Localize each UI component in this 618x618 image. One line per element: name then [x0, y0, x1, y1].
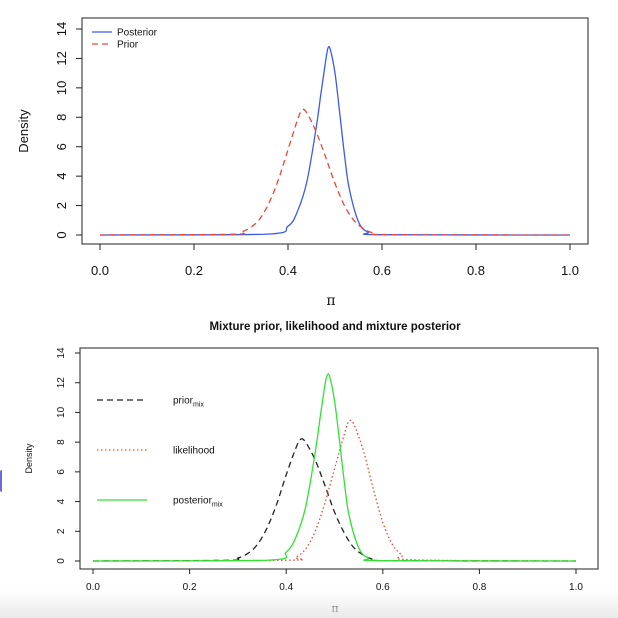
y-tick-label: 8 — [56, 439, 67, 445]
y-tick-label: 2 — [54, 202, 69, 209]
y-tick-label: 0 — [56, 558, 67, 564]
series-line-2 — [92, 419, 577, 562]
x-axis-label: π — [331, 602, 338, 615]
x-tick-label: 0.4 — [279, 263, 297, 278]
legend-label: posteriormix — [173, 496, 223, 509]
x-tick-label: 0.8 — [467, 263, 485, 278]
chart-2: Mixture prior, likelihood and mixture po… — [24, 321, 599, 615]
y-tick-label: 0 — [54, 231, 69, 238]
chart-1: 0.0 0.2 0.4 0.6 0.8 1.0 0 2 4 6 8 10 12 14 π Density Pos… — [16, 17, 589, 309]
y-axis-label: Density — [24, 443, 34, 474]
y-tick-label: 12 — [54, 51, 69, 65]
x-tick-label: 0.8 — [472, 582, 486, 593]
y-tick-label: 14 — [54, 22, 69, 36]
y-tick-label: 14 — [56, 347, 67, 359]
y-tick-label: 10 — [54, 81, 69, 95]
x-tick-label: 0.0 — [91, 263, 109, 278]
series-line-1 — [99, 45, 571, 236]
series-line-3 — [92, 373, 577, 562]
plot-frame — [81, 17, 589, 245]
x-tick-label: 1.0 — [561, 263, 579, 278]
y-tick-label: 4 — [56, 498, 67, 504]
x-tick-label: 0.0 — [86, 582, 100, 593]
x-tick-label: 0.4 — [279, 582, 293, 593]
y-tick-label: 12 — [56, 377, 67, 389]
y-tick-label: 4 — [54, 173, 69, 180]
legend-label: priormix — [173, 396, 204, 409]
x-axis-label: π — [326, 293, 335, 309]
edge-mark — [0, 470, 5, 492]
y-tick-label: 6 — [56, 469, 67, 475]
y-tick-label: 6 — [54, 143, 69, 150]
legend-label: Posterior — [117, 28, 158, 39]
chart-title: Mixture prior, likelihood and mixture po… — [209, 321, 461, 333]
legend-label: likelihood — [173, 446, 215, 457]
series-line-1 — [92, 438, 577, 562]
y-tick-label: 2 — [56, 528, 67, 534]
x-tick-label: 0.2 — [183, 582, 197, 593]
x-tick-label: 0.2 — [185, 263, 203, 278]
legend-label: Prior — [117, 40, 139, 51]
x-tick-label: 1.0 — [569, 582, 583, 593]
x-tick-label: 0.6 — [373, 263, 391, 278]
series-line-2 — [99, 108, 571, 236]
x-tick-label: 0.6 — [376, 582, 390, 593]
y-tick-label: 8 — [54, 114, 69, 121]
y-axis-label: Density — [16, 109, 31, 153]
plot-frame — [79, 347, 599, 570]
y-tick-label: 10 — [56, 406, 67, 418]
